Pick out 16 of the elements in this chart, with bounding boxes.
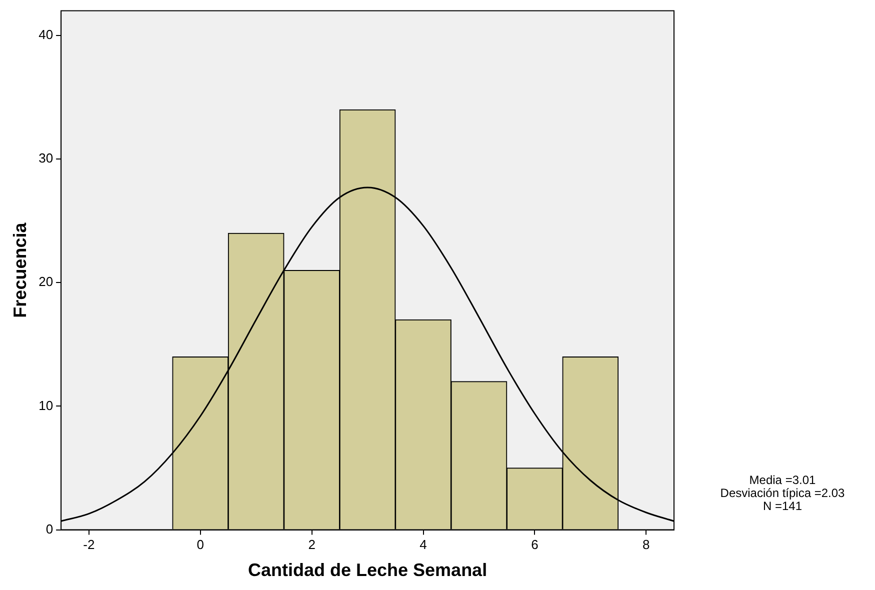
x-axis-title: Cantidad de Leche Semanal (248, 560, 488, 580)
text: Media =3.01 (748, 473, 817, 487)
text: N =141 (762, 499, 802, 513)
y-tick-label: 40 (38, 27, 54, 42)
x-tick-label: 4 (420, 537, 427, 552)
y-tick-label: 30 (38, 150, 54, 166)
x-tick-label: 2 (308, 537, 316, 552)
x-tick-label: 6 (531, 537, 538, 552)
x-tick-label: 8 (642, 537, 650, 552)
x-tick-label: -2 (83, 537, 95, 552)
x-tick-label: 0 (196, 537, 204, 552)
y-tick-label: 10 (38, 398, 54, 413)
y-tick-label: 20 (38, 274, 54, 290)
text: Desviación típica =2.03 (719, 486, 846, 500)
y-axis-title: Frecuencia (10, 222, 30, 318)
y-tick-label: 0 (46, 521, 54, 536)
